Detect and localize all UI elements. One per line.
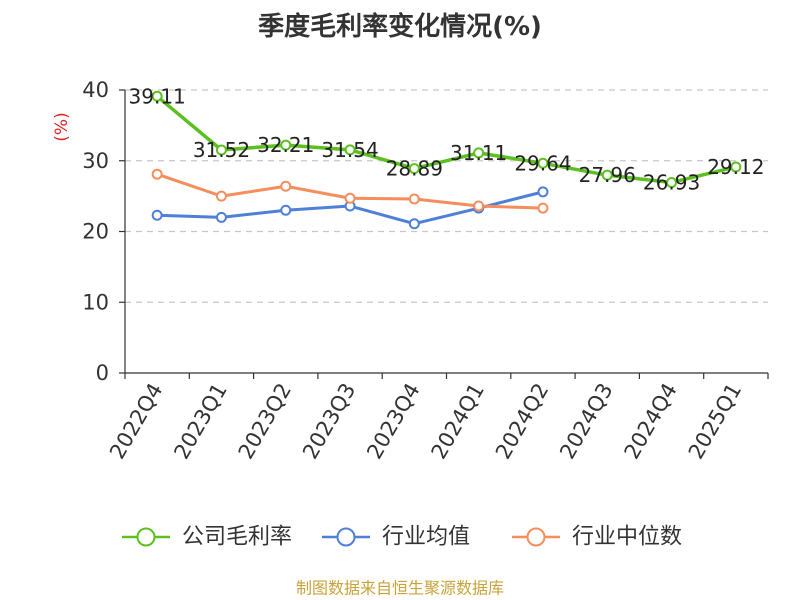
data-label: 27.96 — [579, 163, 636, 187]
x-tick-label: 2023Q4 — [362, 379, 424, 463]
data-point — [473, 200, 485, 212]
y-axis-label: (%) — [52, 112, 72, 141]
y-tick-label: 30 — [82, 149, 109, 173]
data-point — [408, 193, 420, 205]
y-tick-label: 20 — [82, 220, 109, 244]
data-label: 29.12 — [707, 155, 764, 179]
data-point — [601, 169, 613, 181]
data-point — [408, 218, 420, 230]
data-point — [151, 168, 163, 180]
data-point — [215, 144, 227, 156]
data-point — [280, 139, 292, 151]
data-point — [280, 204, 292, 216]
series-lines — [151, 90, 742, 230]
x-tick-label: 2025Q1 — [684, 379, 746, 463]
data-point — [730, 161, 742, 173]
legend-marker — [526, 527, 546, 547]
legend-item: 行业中位数 — [512, 525, 682, 550]
data-label: 31.52 — [193, 138, 250, 162]
legend-label: 行业中位数 — [572, 525, 682, 550]
data-point — [666, 176, 678, 188]
x-tick-label: 2024Q1 — [427, 379, 489, 463]
data-point — [215, 190, 227, 202]
legend: 公司毛利率 行业均值 行业中位数 — [122, 525, 682, 550]
data-label: 28.89 — [386, 157, 443, 181]
x-tick-label: 2024Q2 — [491, 379, 553, 463]
x-tick-label: 2024Q4 — [619, 379, 681, 463]
chart-title: 季度毛利率变化情况(%) — [258, 11, 542, 42]
legend-marker — [136, 527, 156, 547]
data-label: 26.93 — [643, 170, 700, 194]
data-point — [344, 144, 356, 156]
x-tick-label: 2022Q4 — [105, 379, 167, 463]
y-tick-label: 40 — [82, 78, 109, 102]
x-tick-label: 2023Q3 — [298, 379, 360, 463]
data-label: 31.54 — [321, 138, 378, 162]
data-label: 29.64 — [514, 151, 571, 175]
legend-marker — [336, 527, 356, 547]
data-point — [473, 147, 485, 159]
legend-item: 公司毛利率 — [122, 525, 292, 550]
x-tick-label: 2023Q2 — [234, 379, 296, 463]
data-point — [215, 211, 227, 223]
data-point — [537, 202, 549, 214]
x-tick-label: 2024Q3 — [555, 379, 617, 463]
x-tick-label: 2023Q1 — [169, 379, 231, 463]
legend-item: 行业均值 — [322, 525, 470, 550]
data-labels: 39.11 31.52 32.21 31.54 28.89 31.11 29.64 27.96… — [129, 84, 765, 194]
data-source-footer: 制图数据来自恒生聚源数据库 — [296, 579, 504, 598]
series-line — [155, 94, 738, 185]
data-point — [280, 180, 292, 192]
y-tick-label: 0 — [96, 361, 109, 385]
y-tick-label: 10 — [82, 290, 109, 314]
data-label: 31.11 — [450, 141, 507, 165]
data-point — [408, 163, 420, 175]
data-point — [151, 209, 163, 221]
data-point — [537, 186, 549, 198]
legend-label: 行业均值 — [382, 525, 470, 550]
data-point — [344, 192, 356, 204]
data-label: 39.11 — [129, 84, 186, 108]
data-point — [151, 90, 163, 102]
data-point — [537, 157, 549, 169]
legend-label: 公司毛利率 — [182, 525, 292, 550]
data-label: 32.21 — [257, 133, 314, 157]
